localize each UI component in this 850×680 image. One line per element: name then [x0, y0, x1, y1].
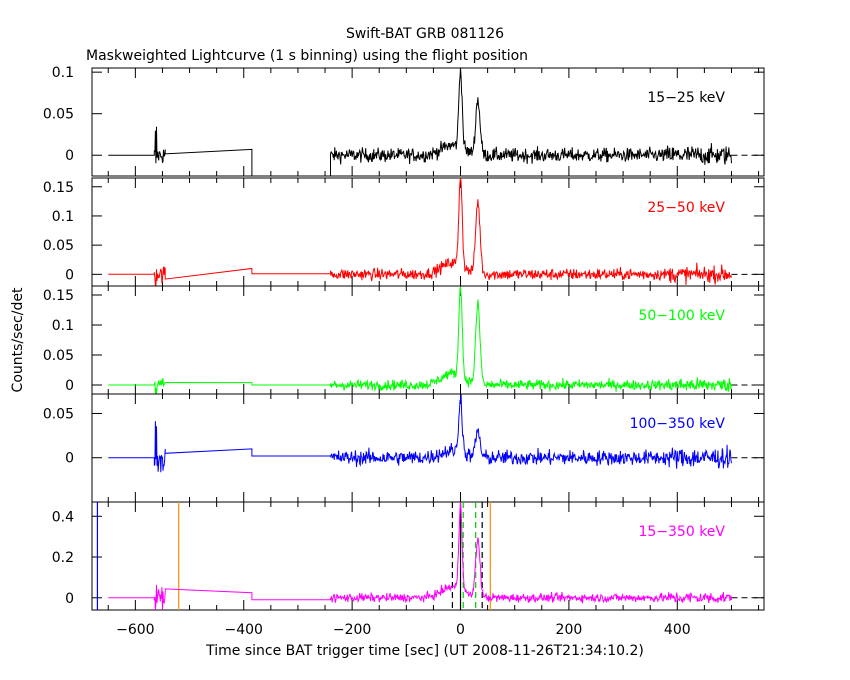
y-tick-label: 0.05 — [43, 238, 74, 254]
y-tick-label: 0.4 — [52, 509, 74, 525]
panels-group: 0 0.05 0.1 15−25 keV 0 0.05 0.1 0.15 25−50 keV 0 0… — [43, 65, 765, 638]
panel-frame — [91, 67, 765, 177]
x-tick-label: −600 — [116, 622, 154, 638]
x-axis-label: Time since BAT trigger time [sec] (UT 20… — [205, 643, 644, 659]
energy-band-label: 25−50 keV — [647, 200, 725, 216]
y-tick-label: 0 — [65, 267, 74, 283]
y-tick-label: 0.05 — [43, 107, 74, 123]
chart-subtitle: Maskweighted Lightcurve (1 s binning) us… — [86, 48, 528, 64]
y-tick-label: 0 — [65, 591, 74, 607]
panel-frame — [91, 285, 765, 395]
y-tick-label: 0.05 — [43, 406, 74, 422]
y-tick-label: 0 — [65, 378, 74, 394]
y-tick-label: 0.1 — [52, 65, 74, 81]
energy-band-label: 15−350 keV — [638, 524, 725, 540]
y-tick-label: 0 — [65, 451, 74, 467]
panel-frame — [91, 393, 765, 503]
panel-frame — [91, 501, 765, 611]
x-tick-label: 400 — [664, 622, 691, 638]
y-tick-label: 0.15 — [43, 288, 74, 304]
y-tick-label: 0.05 — [43, 348, 74, 364]
lightcurve-series — [108, 67, 732, 177]
chart-title: Swift-BAT GRB 081126 — [346, 26, 504, 42]
lightcurve-series — [108, 394, 732, 473]
x-tick-label: 200 — [556, 622, 583, 638]
x-tick-label: −400 — [225, 622, 263, 638]
y-tick-label: 0.1 — [52, 318, 74, 334]
lightcurve-series — [108, 502, 732, 611]
y-axis-label: Counts/sec/det — [10, 287, 26, 392]
energy-band-label: 50−100 keV — [638, 308, 725, 324]
lightcurve-series — [108, 285, 732, 395]
y-tick-label: 0.15 — [43, 180, 74, 196]
y-tick-label: 0 — [65, 148, 74, 164]
energy-band-label: 15−25 keV — [647, 90, 725, 106]
x-tick-label: 0 — [456, 622, 465, 638]
y-tick-label: 0.1 — [52, 209, 74, 225]
y-tick-label: 0.2 — [52, 550, 74, 566]
x-tick-label: −200 — [333, 622, 371, 638]
energy-band-label: 100−350 keV — [630, 416, 726, 432]
lightcurve-series — [108, 177, 732, 287]
